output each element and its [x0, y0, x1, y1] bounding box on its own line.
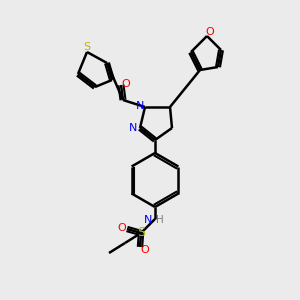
Text: O: O — [122, 79, 130, 89]
Text: O: O — [141, 245, 149, 255]
Text: N: N — [144, 215, 152, 225]
Text: N: N — [136, 101, 144, 111]
Text: S: S — [83, 42, 91, 52]
Text: S: S — [137, 226, 145, 239]
Text: O: O — [206, 27, 214, 37]
Text: H: H — [156, 215, 164, 225]
Text: O: O — [118, 223, 126, 233]
Text: N: N — [129, 123, 137, 133]
